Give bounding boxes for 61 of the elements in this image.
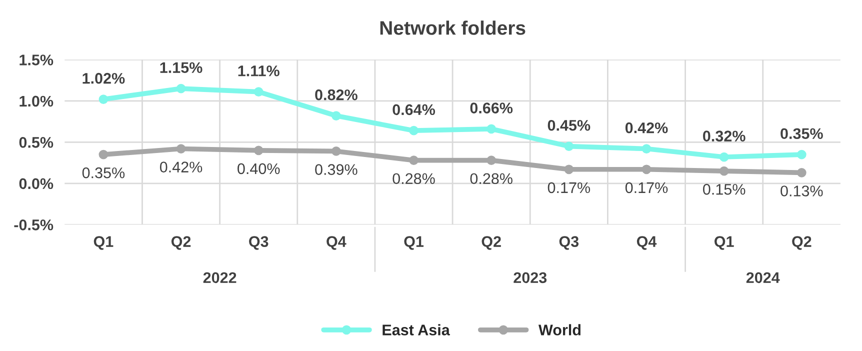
data-label: 0.82% [315, 89, 358, 100]
point [796, 168, 806, 178]
point [486, 156, 496, 165]
point [176, 144, 186, 154]
x-tick-label: Q1 [714, 236, 734, 250]
legend-label: World [538, 324, 580, 336]
point [98, 94, 108, 104]
y-tick-label: 0.5% [19, 137, 54, 148]
point [254, 87, 264, 97]
data-label: 0.45% [548, 120, 590, 131]
data-label: 0.17% [625, 182, 668, 194]
point [331, 111, 341, 120]
data-label: 0.32% [703, 130, 746, 142]
data-label: 0.40% [238, 163, 280, 174]
data-label: 0.66% [470, 102, 513, 114]
point [98, 150, 108, 160]
x-tick-label: Q1 [404, 236, 424, 250]
data-label: 0.42% [625, 122, 668, 134]
data-label: 0.64% [392, 104, 436, 116]
x-tick-label: Q4 [636, 236, 657, 250]
x-tick-label: Q2 [171, 236, 191, 250]
point [176, 84, 186, 94]
x-tick-label: Q2 [482, 236, 501, 250]
chart-title: Network folders [380, 20, 526, 35]
y-tick-label: 1.0% [20, 96, 54, 107]
point [719, 166, 729, 176]
point [564, 142, 574, 151]
y-tick-label: 0.0% [19, 178, 54, 190]
data-label: 0.17% [548, 182, 590, 194]
data-label: 1.02% [82, 72, 125, 84]
data-label: 0.28% [470, 173, 512, 184]
text: 2023 [514, 272, 547, 284]
data-label: 1.15% [160, 62, 202, 74]
point [642, 164, 652, 174]
point [254, 146, 264, 156]
point [331, 146, 341, 156]
point [564, 164, 574, 174]
point [719, 152, 729, 162]
data-label: 0.15% [703, 184, 746, 195]
x-tick-label: Q3 [559, 236, 579, 250]
x-tick-label: Q4 [326, 236, 346, 250]
point [409, 126, 418, 136]
legend-label: East Asia [382, 324, 450, 336]
point [486, 124, 496, 134]
text: 2022 [203, 272, 236, 284]
data-label: 0.35% [82, 167, 125, 178]
point [642, 144, 652, 154]
data-label: 0.35% [780, 128, 823, 140]
data-label: 0.39% [315, 164, 358, 175]
y-tick-label: 1.5% [20, 54, 54, 66]
x-tick-label: Q3 [249, 236, 268, 250]
data-label: 0.42% [160, 162, 202, 172]
data-label: 0.13% [780, 186, 823, 196]
x-tick-label: Q2 [792, 236, 812, 250]
point [409, 156, 418, 165]
data-label: 1.11% [238, 66, 280, 76]
x-tick-label: Q1 [94, 236, 114, 250]
point [796, 150, 806, 160]
text: 2024 [746, 272, 780, 284]
y-tick-label: -0.5% [14, 220, 54, 230]
data-label: 0.28% [392, 173, 435, 184]
